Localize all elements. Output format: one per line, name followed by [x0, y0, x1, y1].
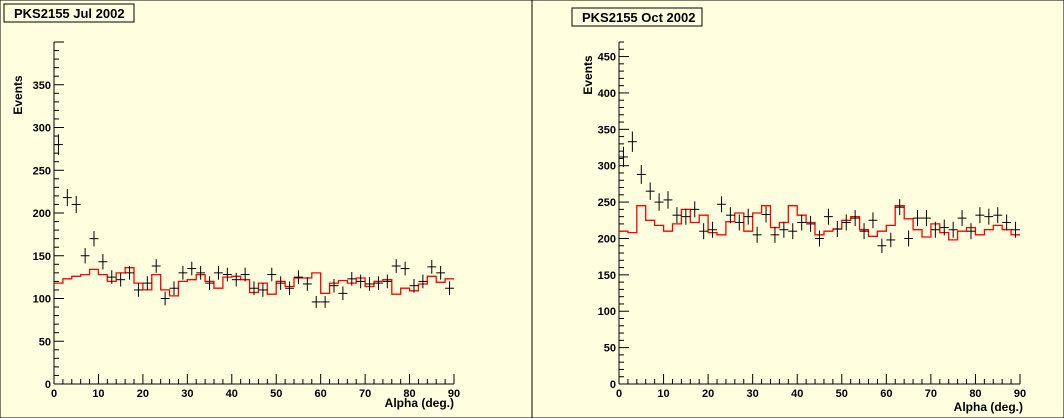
x-axis-label: Alpha (deg.) [385, 396, 454, 410]
y-tick-label: 50 [604, 343, 616, 355]
chart-title: PKS2155 Jul 2002 [14, 6, 125, 21]
x-tick-label: 20 [137, 388, 149, 400]
chart-title: PKS2155 Oct 2002 [582, 10, 695, 25]
x-tick-label: 10 [92, 388, 104, 400]
y-tick-label: 0 [45, 379, 51, 391]
y-tick-label: 100 [598, 306, 616, 318]
title-box [3, 3, 135, 23]
y-tick-label: 350 [33, 80, 51, 92]
title-box [571, 7, 703, 27]
y-tick-label: 0 [610, 379, 616, 391]
y-axis-label: Events [11, 75, 25, 115]
x-tick-label: 40 [226, 388, 238, 400]
x-tick-label: 0 [616, 388, 622, 400]
y-tick-label: 150 [33, 251, 51, 263]
x-axis-label: Alpha (deg.) [954, 400, 1023, 414]
y-tick-label: 50 [39, 336, 51, 348]
y-tick-label: 200 [33, 208, 51, 220]
chart-oct-2002: PKS2155 Oct 2002 Events Alpha (deg.) 0 10… [532, 0, 1064, 418]
x-tick-label: 50 [270, 388, 282, 400]
y-tick-label: 100 [33, 294, 51, 306]
y-axis-label: Events [581, 55, 595, 95]
x-tick-label: 20 [702, 388, 714, 400]
y-tick-label: 200 [598, 233, 616, 245]
x-tick-label: 30 [747, 388, 759, 400]
y-tick-label: 400 [598, 88, 616, 100]
x-tick-label: 90 [448, 388, 460, 400]
x-tick-label: 80 [969, 388, 981, 400]
x-tick-label: 70 [925, 388, 937, 400]
x-tick-label: 90 [1014, 388, 1026, 400]
x-tick-label: 10 [657, 388, 669, 400]
canvas-background [0, 0, 532, 418]
x-tick-label: 60 [315, 388, 327, 400]
y-tick-label: 450 [598, 52, 616, 64]
off-histogram-line [54, 267, 454, 297]
chart-panel-jul-2002: PKS2155 Jul 2002 Events Alpha (deg.) 0 10… [0, 0, 532, 418]
y-tick-label: 350 [598, 124, 616, 136]
y-tick-label: 300 [33, 123, 51, 135]
y-tick-label: 250 [33, 165, 51, 177]
x-tick-label: 70 [359, 388, 371, 400]
y-tick-label: 300 [598, 161, 616, 173]
y-tick-label: 250 [598, 197, 616, 209]
x-tick-label: 50 [836, 388, 848, 400]
chart-panel-oct-2002: PKS2155 Oct 2002 Events Alpha (deg.) 0 10… [532, 0, 1064, 418]
x-tick-label: 0 [51, 388, 57, 400]
x-tick-label: 60 [880, 388, 892, 400]
x-tick-label: 30 [181, 388, 193, 400]
y-tick-label: 150 [598, 270, 616, 282]
x-tick-label: 40 [791, 388, 803, 400]
x-tick-label: 80 [403, 388, 415, 400]
chart-jul-2002: PKS2155 Jul 2002 Events Alpha (deg.) 0 10… [0, 0, 532, 418]
